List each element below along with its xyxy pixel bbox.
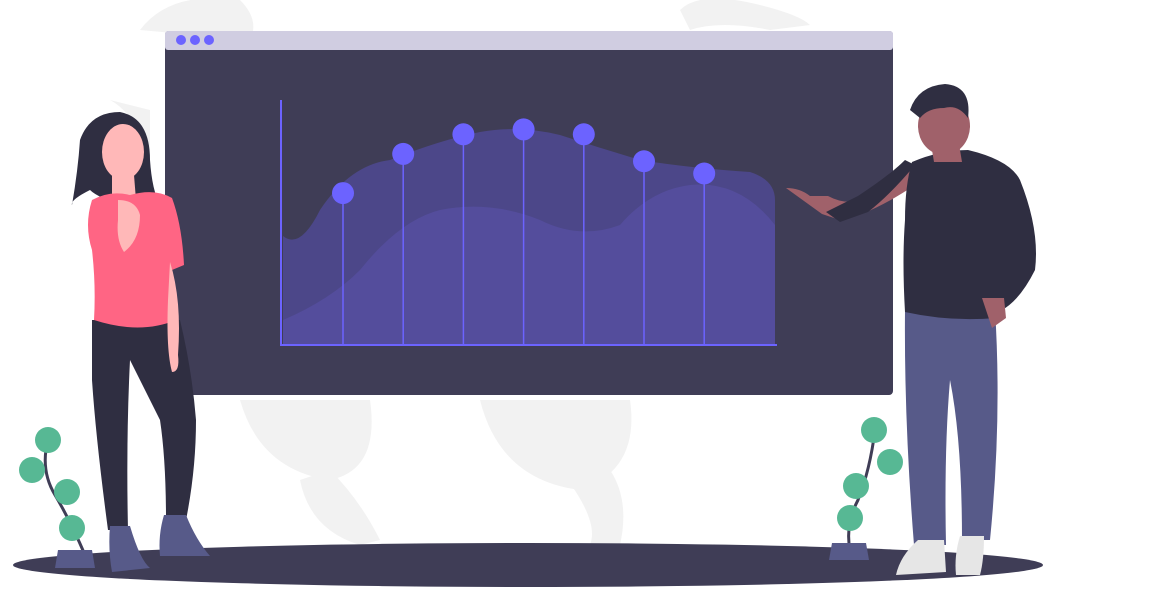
bg-leaf-4 <box>480 400 632 490</box>
chart-marks <box>332 118 716 345</box>
chart-point <box>332 182 354 205</box>
chart <box>280 100 777 346</box>
plant-leaf <box>19 457 45 483</box>
window-dot-icon <box>204 35 214 45</box>
man-figure <box>786 84 1036 575</box>
man-shirt <box>903 150 1036 320</box>
woman-shoe-right <box>159 515 210 556</box>
plant-leaf <box>837 505 863 531</box>
bg-leaf-3 <box>240 400 372 480</box>
man-shoe-right <box>955 536 984 575</box>
woman-shirt <box>88 192 184 328</box>
woman-face <box>102 124 144 180</box>
plant-leaf <box>54 479 80 505</box>
plant-pot <box>55 550 95 568</box>
man-hand-pocket <box>982 298 1006 328</box>
plant-right <box>829 417 903 560</box>
bg-leaf-1 <box>140 0 254 40</box>
plant-leaf <box>35 427 61 453</box>
chart-point <box>392 142 415 165</box>
woman-arm-right <box>167 262 179 372</box>
background-leaves <box>110 0 810 545</box>
man-pants <box>904 310 998 545</box>
bg-leaf-6 <box>560 470 624 545</box>
bg-leaf-2 <box>680 0 810 30</box>
man-hair <box>910 84 969 118</box>
plant-leaf <box>861 417 887 443</box>
plant-left <box>19 427 95 568</box>
chart-point <box>693 162 716 185</box>
woman-shoe-left <box>109 526 150 572</box>
woman-pants <box>92 320 196 530</box>
plant-leaf <box>59 515 85 541</box>
window-titlebar <box>165 31 893 50</box>
man-arm-pointing <box>786 165 915 220</box>
bg-leaf-7 <box>110 100 150 150</box>
chart-point <box>452 123 475 146</box>
man-sleeve <box>826 160 915 222</box>
window-dot-icon <box>190 35 200 45</box>
plant-pot <box>829 543 869 560</box>
chart-point <box>572 123 595 146</box>
chart-point <box>633 150 655 173</box>
woman-figure <box>71 112 210 572</box>
three-dot-window-controls-icon <box>176 35 214 45</box>
ground-shadow <box>13 543 1043 587</box>
browser-window <box>165 31 893 395</box>
plant-leaf <box>843 473 869 499</box>
man-face <box>918 97 970 155</box>
plant-stem <box>847 429 877 551</box>
bg-leaf-5 <box>300 470 380 545</box>
man-shoe-left <box>896 540 946 575</box>
plant-leaf <box>877 449 903 475</box>
chart-point <box>512 118 535 141</box>
woman-hand-chin <box>117 200 140 252</box>
window-dot-icon <box>176 35 186 45</box>
chart-area-front <box>283 184 775 344</box>
